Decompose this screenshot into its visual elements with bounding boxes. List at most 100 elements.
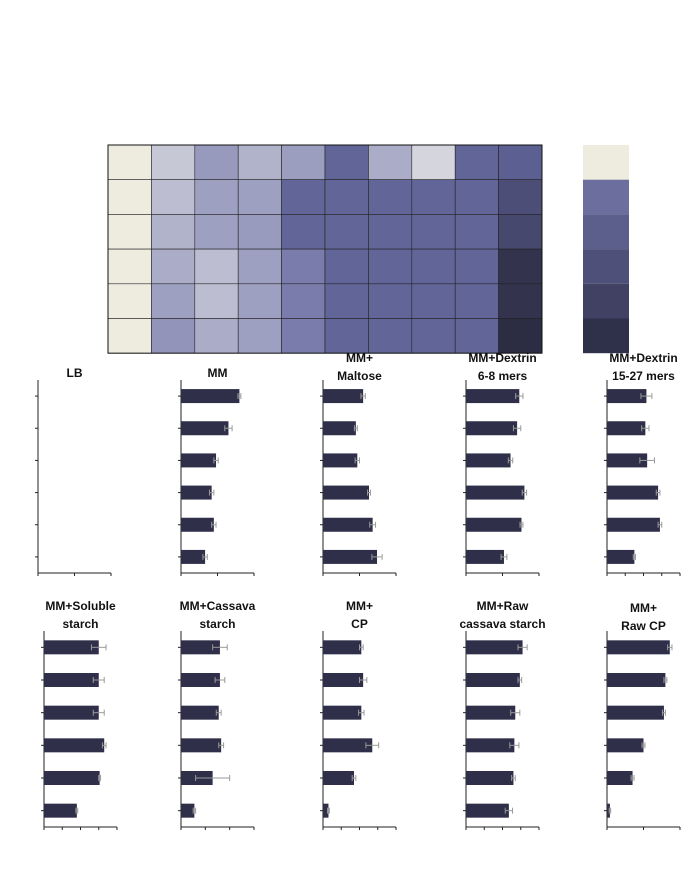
heatmap-cell [237,144,282,181]
heatmap-legend [583,145,629,354]
heatmap-cell [454,179,499,215]
heatmap-cell [324,179,369,215]
bar [181,705,219,720]
panel-title: MM+ CP [346,599,373,631]
heatmap-cell [454,214,499,250]
heatmap-cell [281,214,326,250]
bar [607,517,660,532]
heatmap-cell [498,144,543,181]
heatmap-cell [368,179,413,215]
heatmap-cell [194,144,239,181]
panel-title: MM+Dextrin 15-27 mers [609,351,677,383]
legend-swatch [583,249,629,284]
bar [607,705,664,720]
bar [466,705,516,720]
heatmap-cell [194,248,239,285]
heatmap-cell [107,144,152,181]
heatmap-cell [237,179,282,215]
heatmap-cell [281,179,326,215]
legend-swatch [583,145,629,180]
bar [323,673,364,687]
heatmap-cell [411,283,456,319]
panel-title: MM+ Maltose [337,351,382,383]
bar [323,705,362,720]
panel-title: LB [67,366,83,380]
panel-title-line: Maltose [337,369,382,383]
legend-swatch [583,283,629,319]
bar [323,771,355,785]
heatmap-cell [498,248,543,285]
panel-title-line: starch [62,617,98,631]
bar [323,640,362,655]
panel-title-line: cassava starch [459,617,545,631]
panel-title-line: MM+Raw [477,599,529,613]
bar [323,803,329,818]
heatmap-cell [194,179,239,215]
bar-panel: MM+Soluble starch [41,599,118,830]
bar [323,517,373,532]
bar [466,673,520,687]
heatmap-cell [454,144,499,181]
bar [181,673,220,687]
heatmap-cell [237,283,282,319]
heatmap-cell [498,179,543,215]
panel-title-line: MM+ [630,601,657,615]
panel-title-line: 6-8 mers [478,369,528,383]
bar [607,485,659,500]
heatmap-cell [498,318,543,354]
bar [466,771,514,785]
bar [607,389,647,404]
heatmap-cell [411,248,456,285]
heatmap-cell [454,248,499,285]
heatmap-cell [107,179,152,215]
bar-panel: MM+ Raw CP [604,601,681,830]
bar [607,421,646,436]
bar [323,453,358,468]
panel-title-line: MM+Dextrin [468,351,536,365]
panel-title: MM [208,366,228,380]
heatmap-cell [368,318,413,354]
bar [607,673,666,687]
heatmap-cell [107,283,152,319]
bar [323,389,364,404]
heatmap-cell [498,214,543,250]
heatmap-cell [281,248,326,285]
bar [607,453,648,468]
bar [323,485,369,500]
bar [466,421,518,436]
bar [181,549,206,564]
heatmap-cell [237,318,282,354]
heatmap-cell [324,283,369,319]
bar [466,485,525,500]
bar [323,738,373,753]
panel-title-line: LB [67,366,83,380]
heatmap-cell [368,144,413,181]
bar [466,803,509,818]
bar-panel: MM+Cassava starch [178,599,256,830]
bar [181,485,212,500]
panel-title-line: Raw CP [621,619,666,633]
bar [181,453,217,468]
panel-title: MM+Cassava starch [180,599,256,631]
bar [181,640,220,655]
heatmap-cell [151,283,196,319]
panel-title: MM+Dextrin 6-8 mers [468,351,536,383]
heatmap-cell [324,214,369,250]
bar [466,738,515,753]
bar-panel: MM+Dextrin 15-27 mers [604,351,681,576]
heatmap-cell [194,214,239,250]
bar [607,549,635,564]
panel-title: MM+Raw cassava starch [459,599,545,631]
heatmap-border [107,144,543,354]
bar [181,738,222,753]
heatmap-cell [281,144,326,181]
heatmap-cell [411,318,456,354]
heatmap-cell [368,283,413,319]
bar [323,549,378,564]
heatmap-cell [151,179,196,215]
heatmap-cell [281,318,326,354]
bar [466,517,522,532]
panel-title-line: CP [351,617,368,631]
bar [607,803,610,818]
